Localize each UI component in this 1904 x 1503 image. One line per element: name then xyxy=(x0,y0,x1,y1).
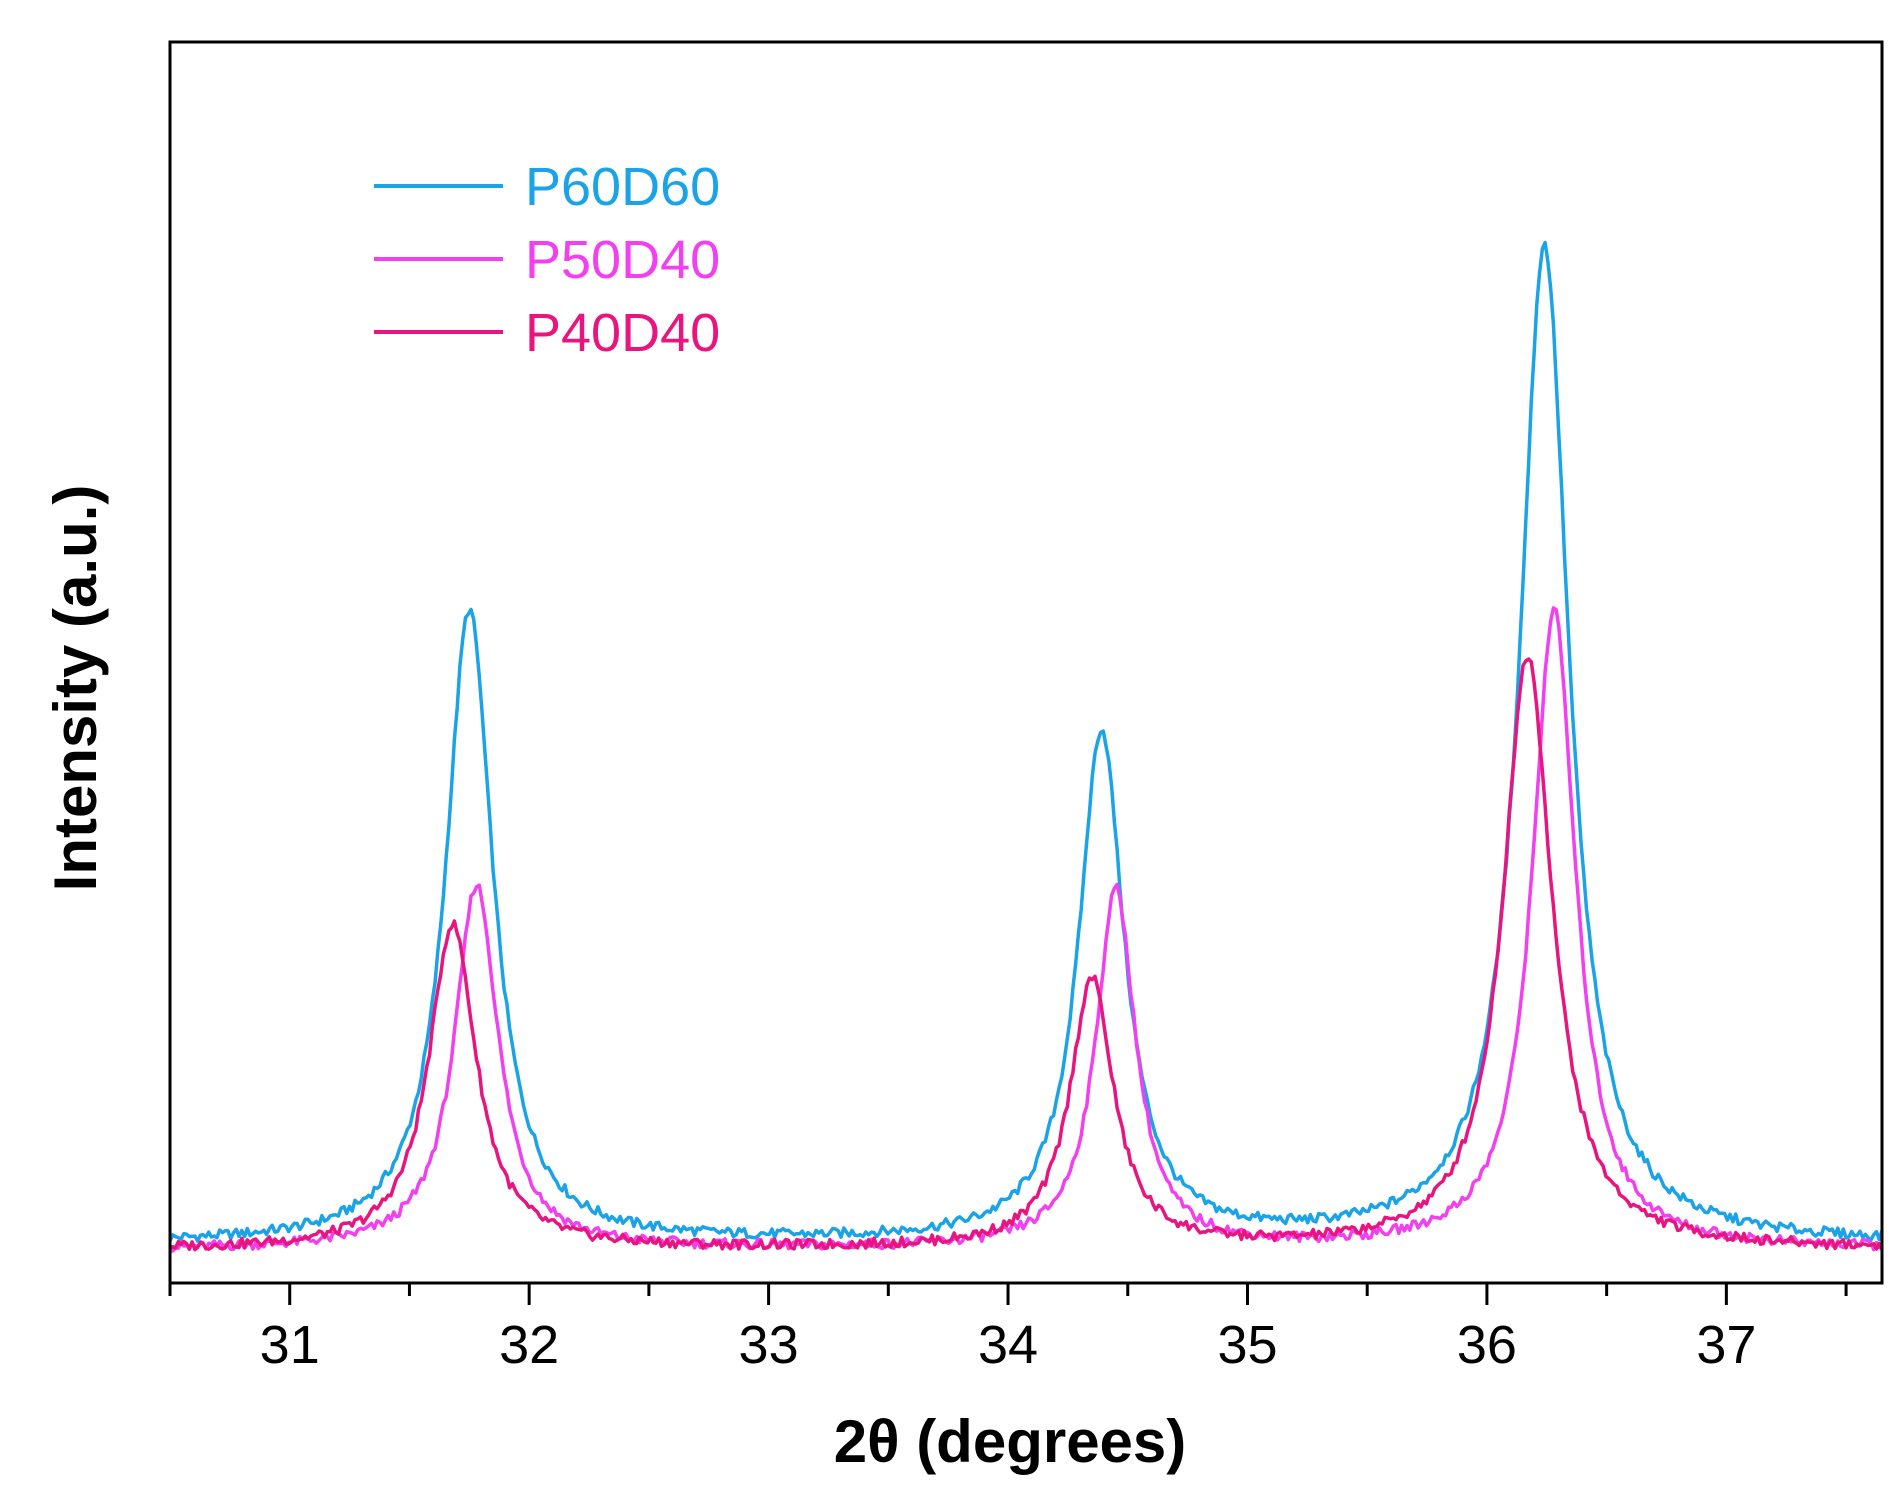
series-layer xyxy=(168,240,1884,1254)
legend-label-p40d40: P40D40 xyxy=(525,303,720,363)
x-axis-tick-labels: 31 32 33 34 35 36 37 xyxy=(260,1315,1757,1375)
x-axis-ticks xyxy=(168,1283,1848,1305)
y-axis-title: Intensity (a.u.) xyxy=(42,485,109,892)
series-line-p40d40 xyxy=(169,657,1884,1252)
legend: P60D60 P50D40 P40D40 xyxy=(374,157,720,363)
series-line-p60d60 xyxy=(168,240,1884,1243)
x-tick-label: 37 xyxy=(1696,1315,1756,1375)
legend-label-p50d40: P50D40 xyxy=(525,230,720,290)
x-tick-label: 31 xyxy=(260,1315,320,1375)
x-tick-label: 33 xyxy=(739,1315,799,1375)
x-tick-label: 32 xyxy=(499,1315,559,1375)
series-line-p50d40 xyxy=(169,606,1884,1254)
x-tick-label: 34 xyxy=(978,1315,1038,1375)
x-axis-title: 2θ (degrees) xyxy=(834,1408,1187,1475)
legend-label-p60d60: P60D60 xyxy=(525,157,720,217)
plot-frame xyxy=(168,40,1884,1285)
x-tick-label: 36 xyxy=(1457,1315,1517,1375)
x-tick-label: 35 xyxy=(1217,1315,1277,1375)
